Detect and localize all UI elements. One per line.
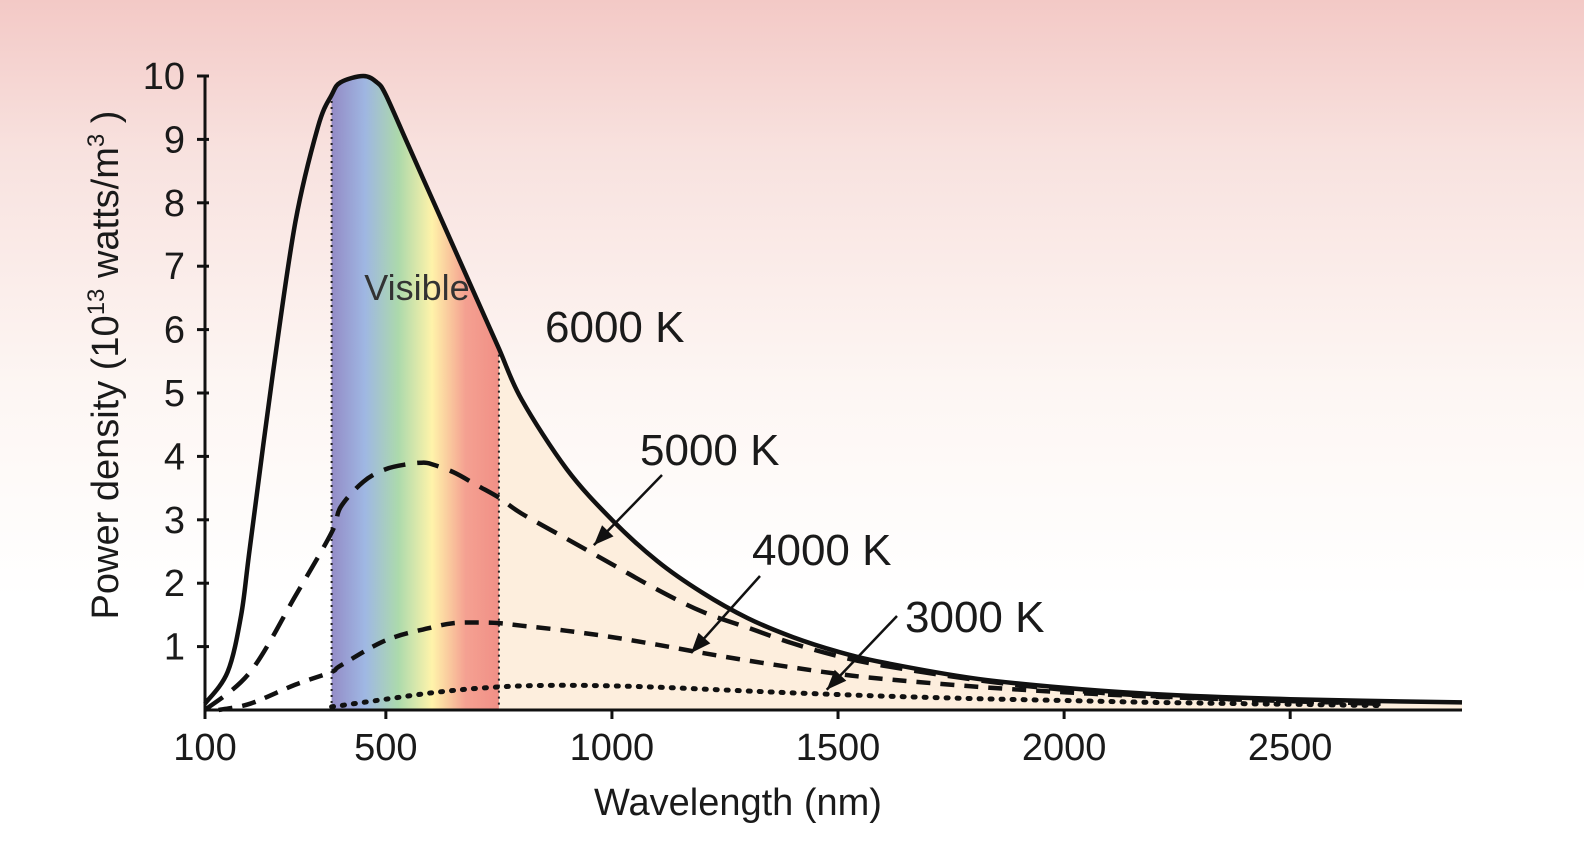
y-tick-label: 7 <box>164 246 185 288</box>
axes: 100 500 1000 1500 2000 2500 1 2 3 4 5 6 7 8 9 10 <box>143 56 1462 769</box>
y-axis-title-exp1: 13 <box>83 289 110 316</box>
y-tick-label: 2 <box>164 563 185 605</box>
annotation-labels: 6000 K 5000 K 4000 K 3000 K <box>545 303 1044 691</box>
visible-band-fill <box>331 75 499 710</box>
visible-band-label: Visible <box>364 267 469 308</box>
series-label-6000k: 6000 K <box>545 303 684 352</box>
x-tick-label: 500 <box>354 727 417 769</box>
series-label-5000k: 5000 K <box>640 426 779 475</box>
series-label-3000k: 3000 K <box>905 593 1044 642</box>
x-tick-label: 2000 <box>1022 727 1107 769</box>
y-axis-title-mid: watts/m <box>85 147 127 288</box>
y-axis-title: Power density (1013 watts/m3 ) <box>83 111 127 620</box>
y-axis-title-suffix: ) <box>85 111 127 134</box>
y-axis-title-exp2: 3 <box>83 134 110 147</box>
arrowhead-4000k <box>691 632 711 653</box>
arrowhead-5000k <box>593 525 614 546</box>
y-tick-label: 10 <box>143 56 185 98</box>
x-tick-label: 2500 <box>1248 727 1333 769</box>
x-axis-title: Wavelength (nm) <box>594 782 882 824</box>
series-line-4000k <box>218 620 1381 713</box>
x-tick-label: 1500 <box>796 727 881 769</box>
y-tick-label: 1 <box>164 627 185 669</box>
tail-fill <box>498 348 1462 710</box>
x-tick-label: 100 <box>173 727 236 769</box>
under-curve-fill <box>498 348 1462 710</box>
y-tick-label: 8 <box>164 183 185 225</box>
y-tick-label: 3 <box>164 500 185 542</box>
y-tick-label: 6 <box>164 310 185 352</box>
series-line-3000k <box>329 682 1384 710</box>
y-tick-label: 5 <box>164 373 185 415</box>
y-tick-label: 4 <box>164 436 185 478</box>
x-tick-label: 1000 <box>570 727 655 769</box>
series-group <box>203 73 1463 713</box>
visible-band: Visible <box>330 75 500 710</box>
arrowhead-3000k <box>826 669 847 690</box>
y-axis-title-prefix: Power density (10 <box>85 315 127 619</box>
y-tick-label: 9 <box>164 119 185 161</box>
series-line-5000k <box>203 460 1381 712</box>
series-label-4000k: 4000 K <box>752 526 891 575</box>
